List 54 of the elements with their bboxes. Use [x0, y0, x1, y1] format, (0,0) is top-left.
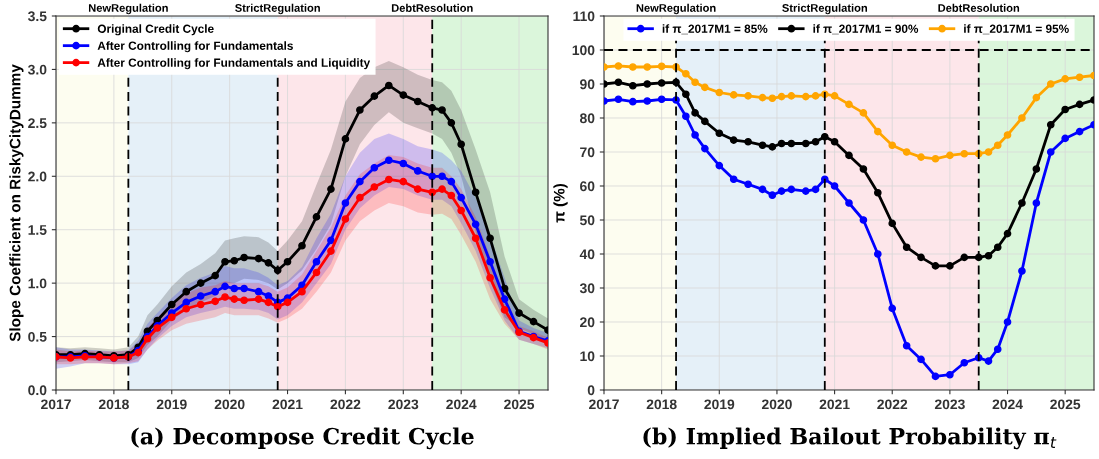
x-tick-label: 2019	[704, 399, 735, 410]
x-tick-label: 2020	[761, 399, 792, 410]
y-tick-label: 0.5	[28, 331, 47, 342]
x-tick-label: 2024	[992, 399, 1023, 410]
y-tick-label: 0	[587, 385, 595, 396]
legend-label: if π_2017M1 = 95%	[964, 24, 1069, 35]
y-tick-label: 3.5	[27, 11, 47, 22]
ref-line-label: StrictRegulation	[235, 3, 320, 15]
x-tick-label: 2020	[214, 399, 245, 410]
legend-label: if π_2017M1 = 85%	[662, 24, 768, 35]
y-tick-label: 50	[579, 215, 595, 226]
x-tick-label: 2024	[446, 399, 477, 410]
x-tick-label: 2023	[934, 399, 965, 410]
y-tick-label: 1.0	[28, 278, 47, 289]
y-tick-label: 3.0	[27, 64, 47, 75]
ref-line-label: DebtResolution	[391, 3, 473, 12]
y-tick-label: 110	[573, 11, 595, 22]
y-axis-title: π (%)	[553, 183, 568, 223]
y-axis-title: Slope Coefficient on RiskyCityDummy	[9, 64, 24, 342]
y-tick-label: 30	[579, 283, 595, 294]
x-tick-label: 2021	[819, 399, 850, 410]
y-tick-label: 0.0	[28, 385, 47, 396]
legend-label: if π_2017M1 = 90%	[813, 24, 919, 35]
ref-line-label: StrictRegulation	[782, 3, 868, 15]
text: (a) Decompose Credit Cycle	[131, 427, 474, 450]
legend-label: After Controlling for Fundamentals	[97, 41, 293, 53]
text: (b) Implied Bailout Probability π$_{t}$	[643, 427, 1057, 450]
x-tick-label: 2017	[589, 399, 619, 410]
y-tick-label: 100	[572, 45, 595, 56]
x-tick-label: 2025	[1050, 399, 1081, 410]
y-tick-label: 90	[580, 79, 595, 90]
x-tick-label: 2025	[504, 399, 535, 410]
x-tick-label: 2019	[156, 399, 187, 410]
x-tick-label: 2022	[330, 399, 361, 410]
legend-label: After Controlling for Fundamentals and Liquidity	[97, 58, 371, 70]
x-tick-label: 2023	[388, 399, 419, 410]
x-tick-label: 2018	[98, 399, 129, 410]
y-tick-label: 60	[580, 181, 595, 192]
x-tick-label: 2018	[646, 399, 677, 410]
ref-line-label: NewRegulation	[636, 3, 716, 15]
y-tick-label: 20	[580, 317, 595, 328]
legend-label: Original Credit Cycle	[97, 24, 214, 36]
y-tick-label: 80	[579, 113, 595, 124]
y-tick-label: 70	[580, 147, 595, 158]
x-tick-label: 2021	[272, 399, 303, 410]
y-tick-label: 2.0	[28, 171, 47, 182]
y-tick-label: 10	[580, 351, 595, 362]
y-tick-label: 1.5	[28, 225, 47, 235]
x-tick-label: 2017	[41, 399, 71, 410]
y-tick-label: 2.5	[28, 118, 47, 129]
x-tick-label: 2022	[877, 399, 908, 410]
ref-line-label: NewRegulation	[88, 3, 168, 15]
y-tick-label: 40	[579, 249, 595, 260]
ref-line-label: DebtResolution	[938, 3, 1020, 12]
